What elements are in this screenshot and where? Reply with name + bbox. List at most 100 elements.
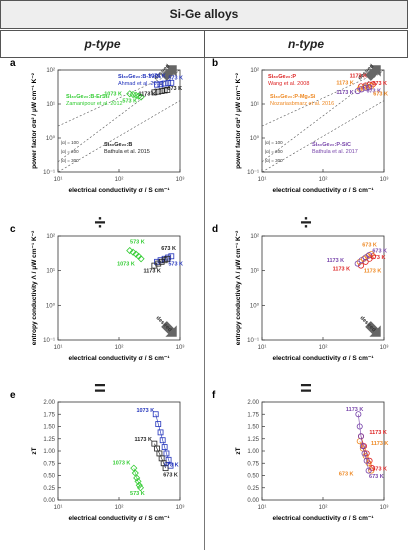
panel-f-x-tick-label: 10² <box>319 505 328 511</box>
panel-c-x-tick-label: 10³ <box>176 345 185 351</box>
panel-f-data-point <box>359 443 366 450</box>
panel-e-data-point <box>162 465 169 472</box>
panel-c-data-point <box>158 258 165 265</box>
panel-d-y-tick-label: 10¹ <box>250 269 259 275</box>
panel-f-letter: f <box>212 390 216 401</box>
panel-c-letter: c <box>10 224 16 235</box>
panel-a-x-tick-label: 10³ <box>176 177 185 183</box>
panel-b-y-tick-label: 10⁰ <box>250 135 260 142</box>
panel-a-temperature-label: 673 K <box>167 86 182 92</box>
panel-a-letter: a <box>10 58 16 69</box>
panel-d-desired-arrow-icon <box>365 321 381 337</box>
panel-e-letter: e <box>10 390 16 401</box>
panel-e-temperature-label: 673 K <box>163 472 178 478</box>
panel-f-temperature-label: 673 K <box>339 472 354 478</box>
panel-a-data-point <box>164 86 171 93</box>
panel-b-data-point <box>354 88 361 95</box>
panel-f-y-axis-label: zT <box>235 447 242 454</box>
panel-e-y-tick-label: 1.00 <box>43 449 55 455</box>
panel-a-temperature-label: 1073 K <box>148 74 166 80</box>
panel-a-data-point <box>151 89 158 96</box>
panel-d-desired-label: desired <box>359 315 377 333</box>
panel-b-series-name: Si₈₀Ge₂₀:P-Mg₂Si <box>270 94 316 100</box>
panel-c-data-point <box>155 260 162 267</box>
panel-e-y-tick-label: 0.75 <box>43 461 55 467</box>
panel-a-y-tick-label: 10¹ <box>46 102 55 108</box>
panel-a-data-point <box>158 88 165 94</box>
panel-a-x-axis-label: electrical conductivity σ / S cm⁻¹ <box>68 187 169 194</box>
panel-e-y-tick-label: 2.00 <box>43 400 55 406</box>
panel-e-x-tick-label: 10¹ <box>54 505 63 511</box>
panel-d-y-tick-label: 10² <box>250 234 259 240</box>
panel-f-temperature-label: 673 K <box>369 474 384 480</box>
panel-a-desired-arrow-icon <box>161 65 177 81</box>
panel-e-data-point <box>165 456 172 463</box>
divide-operator-left: ÷ <box>94 212 106 234</box>
panel-a-data-point <box>168 79 175 86</box>
panel-f-y-tick-label: 0.25 <box>247 486 259 492</box>
panel-a-series-reference: Zamanipour et al. 2012 <box>66 101 123 107</box>
panel-e-data-point <box>157 429 164 436</box>
panel-f-y-tick-label: 1.50 <box>247 425 259 431</box>
panel-b-iso-seebeck-line <box>261 100 385 173</box>
panel-a-iso-seebeck-line <box>57 100 181 173</box>
panel-c-data-point <box>151 262 158 269</box>
panel-a-y-tick-label: 10⁰ <box>46 135 56 142</box>
panel-a-series-name: Si₈₀Ge₂₀:B-ErSi₂ <box>66 94 110 100</box>
panel-f-y-tick-label: 1.75 <box>247 412 259 418</box>
panel-a-temperature-label: 573 K <box>168 76 183 82</box>
panel-c-y-tick-label: 10⁻¹ <box>43 338 55 344</box>
panel-d-temperature-label: 1173 K <box>333 267 350 273</box>
panel-a-iso-seebeck-label: |α| = 100 <box>61 140 79 145</box>
panel-c-temperature-label: 1073 K <box>117 262 135 268</box>
panel-b-data-point <box>362 84 369 91</box>
panel-e-temperature-label: 573 K <box>130 491 145 497</box>
panel-c-x-tick-label: 10² <box>115 345 124 351</box>
panel-e-data-point <box>134 477 142 485</box>
panel-c-desired-label: desired <box>155 315 173 333</box>
panel-e-y-axis-label: zT <box>31 447 38 454</box>
panel-f-y-tick-label: 1.25 <box>247 437 259 443</box>
panel-a-iso-seebeck-line <box>57 69 181 163</box>
panel-a-data-point <box>137 93 145 101</box>
panel-b-temperature-label: 1173 K <box>336 90 353 96</box>
panel-d-y-tick-label: 10⁰ <box>250 302 260 309</box>
panel-f-y-tick-label: 0.75 <box>247 461 259 467</box>
panel-e-data-point <box>133 474 141 482</box>
panel-f-data-point <box>365 467 372 474</box>
panel-a-data-point <box>165 80 172 87</box>
panel-b-temperature-label: 673 K <box>372 81 387 87</box>
panel-e-data-point <box>155 421 162 427</box>
panel-b-y-tick-label: 10¹ <box>250 102 259 108</box>
panel-d-letter: d <box>212 224 218 235</box>
panel-e-x-tick-label: 10³ <box>176 505 185 511</box>
panel-e-temperature-label: 1173 K <box>135 437 152 443</box>
panel-a-y-tick-label: 10² <box>46 68 55 74</box>
panel-c-y-axis-label: entropy conductivity Λ / μW cm⁻¹ K⁻² <box>31 230 38 345</box>
panel-f-temperature-label: 673 K <box>372 467 387 473</box>
panel-f-temperature-label: 1173 K <box>369 430 386 436</box>
panel-a-data-point <box>157 81 164 88</box>
panel-c-temperature-label: 573 K <box>168 262 183 268</box>
panel-d-x-axis-label: electrical conductivity σ / S cm⁻¹ <box>272 355 373 362</box>
panel-d-temperature-label: 1173 K <box>327 258 344 264</box>
panel-b-series-reference: Bathula et al. 2017 <box>312 149 358 155</box>
panel-e-y-tick-label: 1.25 <box>43 437 55 443</box>
panel-b-y-tick-label: 10⁻¹ <box>247 170 259 176</box>
panel-a-iso-seebeck-label: |α| = 200 <box>61 149 79 154</box>
panel-e-data-point <box>152 411 159 418</box>
panel-f-data-point <box>355 411 362 418</box>
panel-b-y-axis-label: power factor σα² / μW cm⁻¹ K⁻² <box>235 72 242 169</box>
panel-a-series-reference: Bathula et al. 2015 <box>104 149 150 155</box>
panel-c-x-tick-label: 10¹ <box>54 345 63 351</box>
panel-a-y-axis-label: power factor σα² / μW cm⁻¹ K⁻² <box>31 72 38 169</box>
panel-b-x-axis-label: electrical conductivity σ / S cm⁻¹ <box>272 187 373 194</box>
panel-e-data-point <box>163 450 170 457</box>
panel-b-data-point <box>366 84 373 91</box>
panel-b-temperature-label: 673 K <box>373 91 388 97</box>
panel-f-x-tick-label: 10¹ <box>258 505 267 511</box>
panel-e-data-point <box>136 484 145 492</box>
panel-b-temperature-label: 1173 K <box>336 80 353 86</box>
panel-d-x-tick-label: 10³ <box>380 345 389 351</box>
